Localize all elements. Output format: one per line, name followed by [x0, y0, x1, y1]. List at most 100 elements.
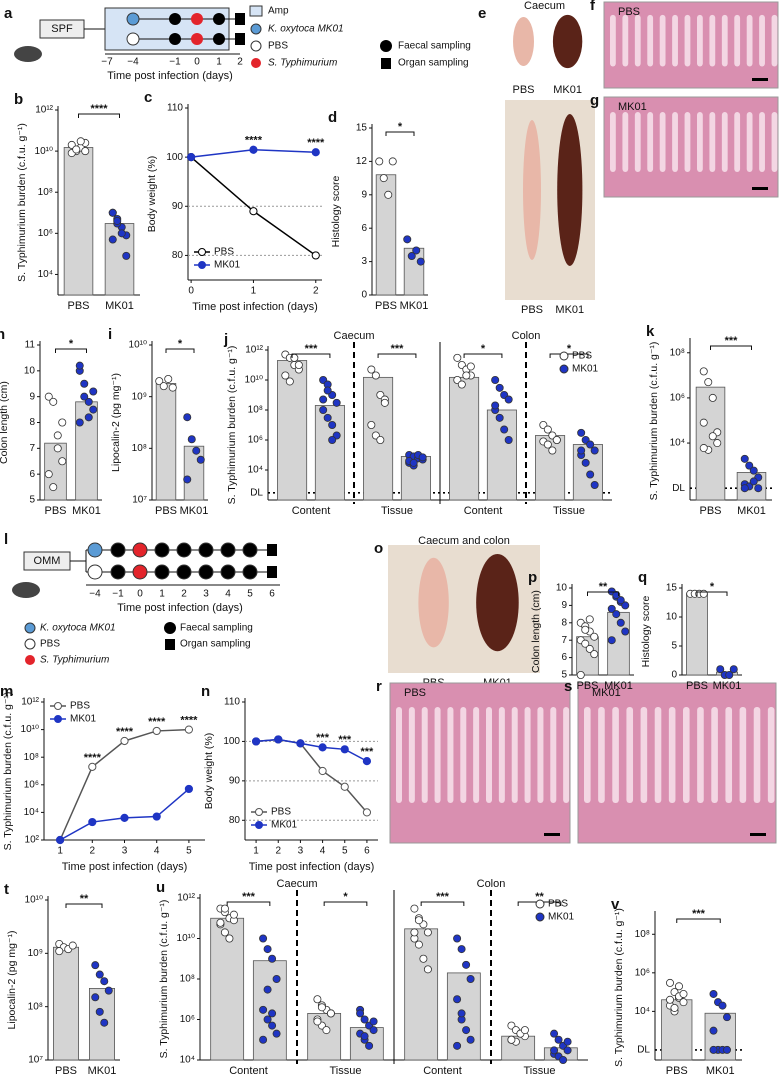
data-point — [462, 960, 471, 969]
x-tick-label: PBS — [155, 505, 177, 517]
crypt — [725, 707, 733, 803]
event-icon — [154, 542, 170, 558]
data-point — [666, 995, 675, 1004]
data-point — [384, 190, 393, 199]
data-point — [621, 601, 630, 610]
data-point — [577, 446, 586, 455]
crypt — [647, 14, 654, 67]
significance-bracket — [385, 131, 415, 136]
significance-bracket — [165, 348, 195, 353]
line-marker — [184, 725, 193, 734]
panel-letter: h — [0, 326, 5, 343]
x-tick-label: MK01 — [72, 505, 101, 517]
y-tick-label: 10⁶ — [38, 228, 53, 239]
data-point — [323, 413, 332, 422]
legend-marker — [559, 364, 569, 374]
event-icon — [242, 564, 258, 580]
y-tick-label: 10⁴ — [670, 438, 685, 449]
axis-label: Time post infection (days) — [117, 602, 243, 614]
time-tick: 0 — [194, 57, 200, 68]
y-tick-label: 10⁶ — [670, 393, 685, 404]
event-icon — [176, 564, 192, 580]
data-point — [319, 395, 328, 404]
legend-icon — [250, 23, 262, 35]
data-point — [367, 420, 376, 429]
y-tick-label: 0 — [671, 670, 677, 681]
line-marker — [296, 739, 305, 748]
line-marker — [120, 813, 129, 822]
panel-letter: q — [638, 569, 647, 586]
data-point — [621, 627, 630, 636]
data-point — [317, 1003, 326, 1012]
legend-label: PBS — [271, 807, 291, 818]
x-tick-label: Content — [464, 505, 503, 517]
data-point — [740, 484, 749, 493]
line-marker — [88, 762, 97, 771]
image-frame — [603, 96, 779, 198]
x-tick-label: MK01 — [88, 1065, 117, 1077]
legend-label: PBS — [548, 899, 568, 910]
significance-label: *** — [725, 335, 739, 347]
panel-letter: u — [156, 879, 165, 896]
event-icon — [267, 566, 277, 578]
time-tick: 1 — [159, 589, 165, 600]
crypt — [759, 14, 765, 67]
event-icon — [235, 33, 245, 45]
crypt — [746, 14, 753, 67]
data-point — [360, 1015, 369, 1024]
x-tick-label: PBS — [55, 1065, 77, 1077]
x-tick-label: PBS — [67, 300, 89, 312]
time-tick: 1 — [216, 57, 222, 68]
image-label: MK01 — [592, 687, 621, 699]
data-point — [58, 457, 67, 466]
line-marker — [152, 812, 161, 821]
event-icon — [176, 542, 192, 558]
legend-label: Faecal sampling — [180, 623, 253, 634]
data-point — [666, 978, 675, 987]
data-point — [585, 615, 594, 624]
crypt — [734, 112, 741, 172]
data-point — [100, 977, 109, 986]
y-tick-label: 10⁶ — [180, 1014, 195, 1025]
panel-letter: p — [528, 569, 537, 586]
organ — [557, 114, 583, 266]
mouse-icon — [14, 46, 42, 62]
data-point — [716, 665, 725, 674]
data-point — [670, 1003, 679, 1012]
legend-marker — [198, 261, 206, 269]
data-point — [263, 1015, 272, 1024]
bar — [53, 946, 80, 1061]
y-tick-label: 5 — [561, 670, 567, 681]
event-icon — [267, 544, 277, 556]
data-point — [709, 1045, 718, 1054]
y-tick-label: 10 — [556, 583, 568, 594]
event-icon — [220, 542, 236, 558]
y-tick-label: 8 — [561, 617, 567, 628]
significance-label: ** — [535, 891, 544, 903]
group-label: Colon — [477, 878, 506, 890]
y-tick-label: 10⁴ — [248, 465, 263, 476]
schematic-l: l OMM −4 −1 0 1 2 3 4 5 6 Time post infection (d… — [4, 531, 280, 666]
legend-icon — [24, 638, 36, 650]
data-point — [550, 1029, 559, 1038]
scale-bar — [544, 833, 560, 836]
line-marker — [311, 251, 320, 260]
crypt — [739, 707, 747, 803]
x-tick-label: Tissue — [381, 505, 413, 517]
data-point — [44, 392, 53, 401]
legend-icon — [164, 622, 176, 634]
data-point — [466, 362, 475, 371]
data-point — [581, 639, 590, 648]
crypt — [709, 14, 716, 67]
y-tick-label: 10⁸ — [670, 347, 685, 358]
bar — [576, 636, 599, 676]
data-point — [328, 420, 337, 429]
data-point — [268, 1021, 277, 1030]
y-tick-label: 10¹² — [245, 345, 263, 356]
x-tick-label: MK01 — [706, 1065, 735, 1077]
data-point — [590, 446, 599, 455]
significance-label: *** — [391, 343, 405, 355]
data-point — [616, 596, 625, 605]
y-tick-label: 10⁶ — [248, 435, 263, 446]
data-point — [457, 380, 466, 389]
